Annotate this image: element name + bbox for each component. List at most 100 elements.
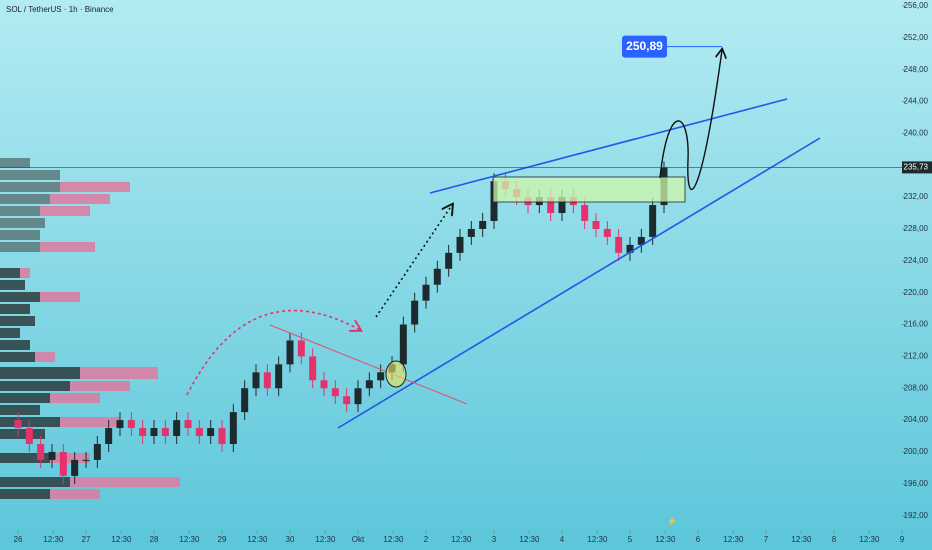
candle-body [139,428,147,437]
x-tick-label: 4 [560,535,565,544]
x-tick-label: 27 [82,535,91,544]
candle-body [603,228,611,237]
candle-body [218,428,226,444]
candle-body [173,420,181,437]
x-tick-label: Okt [352,535,365,544]
y-tick-label: 208,00 [904,383,929,392]
y-tick-label: 224,00 [904,256,929,265]
candle-body [445,252,453,269]
candle-body [48,451,56,460]
candle-body [581,205,589,221]
x-tick-label: 12:30 [451,535,472,544]
x-tick-label: 12:30 [111,535,132,544]
candle-body [252,372,260,389]
candle-body [161,428,169,437]
x-tick-label: 7 [764,535,769,544]
candle-body [263,372,271,389]
candle-body [320,380,328,389]
candle-body [422,284,430,301]
candle-body [411,300,419,325]
candle-body [343,396,351,405]
x-tick-label: 12:30 [519,535,540,544]
x-tick-label: 30 [286,535,295,544]
x-tick-label: 12:30 [791,535,812,544]
candle-body [354,388,362,405]
y-tick-label: 212,00 [904,351,929,360]
candle-body [615,236,623,253]
candle-body [592,220,600,229]
target-box [622,35,667,58]
chart-title: SOL / TetherUS · 1h · Binance [6,5,114,14]
last-price-box [902,161,932,174]
x-tick-label: 5 [628,535,633,544]
x-tick-label: 12:30 [859,535,880,544]
y-tick-label: 244,00 [904,97,929,106]
target-label: 250,89 [626,39,663,53]
candle-body [365,380,373,389]
y-tick-label: 252,00 [904,33,929,42]
candle-body [229,412,237,444]
candle-body [14,420,22,429]
candle-body [241,388,249,413]
candle-body [649,205,657,237]
candle-body [637,236,645,245]
candle-body [116,420,124,429]
x-tick-label: 12:30 [247,535,268,544]
x-tick-label: 28 [150,535,159,544]
x-tick-label: 12:30 [383,535,404,544]
x-tick-label: 12:30 [723,535,744,544]
candle-body [558,197,566,214]
candle-body [127,420,135,429]
candle-body [626,244,634,253]
candle-body [184,420,192,429]
x-tick-label: 26 [14,535,23,544]
y-tick-label: 196,00 [904,479,929,488]
x-tick-label: 12:30 [655,535,676,544]
x-tick-label: 3 [492,535,497,544]
candle-body [309,356,317,381]
last-price-label: 235,73 [904,163,929,172]
candle-body [456,236,464,253]
x-tick-label: 12:30 [315,535,336,544]
y-tick-label: 204,00 [904,415,929,424]
volume-profile [0,158,180,499]
candle-body [479,220,487,229]
y-tick-label: 192,00 [904,511,929,520]
candle-body [71,459,79,476]
x-tick-label: 12:30 [587,535,608,544]
candle-body [195,428,203,437]
y-tick-label: 240,00 [904,129,929,138]
candle-body [59,451,67,476]
y-tick-label: 232,00 [904,192,929,201]
y-tick-label: 228,00 [904,224,929,233]
candle-body [105,428,113,444]
candle-body [547,197,555,214]
candle-body [25,428,33,444]
y-tick-label: 248,00 [904,65,929,74]
candle-body [286,340,294,365]
x-tick-label: 9 [900,535,905,544]
y-tick-label: 256,00 [904,1,929,10]
candle-body [467,228,475,237]
candle-body [37,443,45,460]
y-tick-label: 220,00 [904,288,929,297]
candle-body [207,428,215,437]
x-tick-label: 29 [218,535,227,544]
candle-body [433,268,441,285]
candle-body [377,372,385,381]
y-tick-label: 200,00 [904,447,929,456]
y-tick-label: 216,00 [904,320,929,329]
candle-body [93,443,101,460]
svg-text:⚡: ⚡ [667,516,677,526]
candle-body [297,340,305,357]
candle-body [275,364,283,389]
candle-body [331,388,339,397]
x-tick-label: 12:30 [43,535,64,544]
candle-body [82,459,90,461]
candle-body [399,324,407,365]
x-tick-label: 12:30 [179,535,200,544]
annotations: ⚡ [186,50,821,526]
x-tick-label: 6 [696,535,701,544]
